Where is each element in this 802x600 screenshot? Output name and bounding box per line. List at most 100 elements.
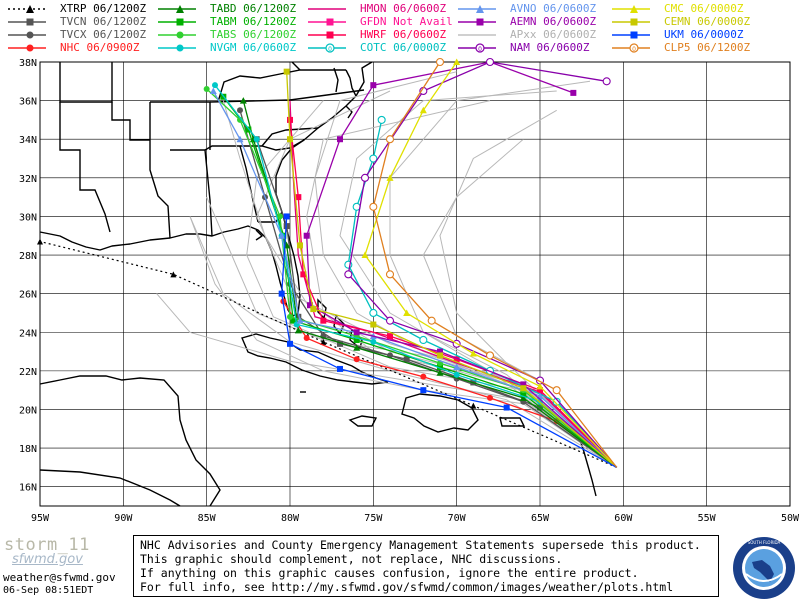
model-tracks	[37, 57, 618, 468]
legend-marker-icon	[158, 5, 196, 13]
legend-label: TVCN 06/1200Z	[60, 15, 147, 28]
legend-marker-icon	[308, 18, 346, 26]
ukm-marker	[278, 290, 285, 297]
cmc-marker	[403, 309, 411, 316]
legend-label: COTC 06/0000Z	[360, 41, 447, 54]
puerto-rico	[499, 417, 526, 427]
lon-label: 95W	[31, 513, 50, 524]
nam-marker	[344, 270, 353, 279]
ukm-marker	[503, 404, 510, 411]
aemn-marker	[437, 348, 443, 355]
legend-label: TVCX 06/1200Z	[60, 28, 147, 41]
cotc-marker	[369, 154, 378, 163]
ukm-marker	[420, 387, 427, 394]
legend-marker-icon	[158, 44, 196, 52]
lon-label: 70W	[448, 513, 467, 524]
tabs-marker	[237, 116, 243, 123]
avno-marker	[236, 135, 244, 143]
timestamp: 06-Sep 08:51EDT	[3, 585, 94, 596]
legend-label: CMC 06/0000Z	[664, 2, 744, 15]
hispaniola	[401, 393, 479, 433]
nam-marker	[602, 77, 611, 86]
cmc-marker	[361, 251, 369, 259]
tabm-marker	[245, 126, 252, 133]
jamaica	[348, 415, 378, 427]
svg-text:0: 0	[632, 46, 636, 53]
clp5-marker	[427, 316, 436, 325]
hwrf-marker	[537, 387, 543, 394]
aemn-marker	[337, 136, 343, 143]
chesapeake-bay	[333, 67, 339, 93]
cemn-marker	[283, 68, 290, 75]
avno-marker	[278, 232, 286, 239]
aemn-marker	[303, 232, 310, 239]
brand-link[interactable]: sfwmd.gov	[12, 552, 83, 567]
tabm-marker	[290, 317, 297, 324]
ukm-marker	[287, 340, 293, 347]
map-frame	[39, 61, 791, 507]
lat-label: 24N	[19, 328, 37, 339]
cmc-marker	[469, 349, 477, 357]
axis-labels: 38N 36N 34N 32N 30N 28N 26N 24N 22N 20N 18N 16N 95W 9…	[19, 58, 800, 524]
lat-label: 34N	[19, 135, 37, 146]
tabs-marker	[277, 213, 283, 220]
legend-label: HWRF 06/0600Z	[360, 28, 447, 41]
lon-label: 55W	[698, 513, 717, 524]
disclaimer-line-3: If anything on this graphic causes confu…	[140, 566, 639, 580]
ukm-marker	[337, 365, 343, 372]
legend-label: NAM 06/0600Z	[510, 41, 590, 54]
legend-marker-icon	[308, 31, 346, 39]
legend-label: TABD 06/1200Z	[210, 2, 297, 15]
svg-text:0: 0	[328, 46, 332, 53]
aemn-marker	[570, 89, 577, 96]
ukm-marker	[283, 213, 290, 220]
legend-marker-icon	[458, 34, 496, 36]
lon-label: 85W	[198, 513, 217, 524]
track-clp5	[372, 61, 618, 468]
cemn-marker	[287, 136, 293, 143]
track-aemn	[306, 61, 618, 468]
legend-label: TABS 06/1200Z	[210, 28, 297, 41]
cmc-marker	[386, 174, 394, 181]
disclaimer-line-1: NHC Advisories and County Emergency Mana…	[140, 538, 701, 552]
model-legend: XTRP 06/1200Z TVCN 06/1200Z TVCX 06/1200Z N…	[0, 0, 802, 56]
avno-marker	[209, 87, 217, 94]
legend-marker-icon	[458, 18, 496, 26]
disclaimer-line-4[interactable]: For full info, see http://my.sfwmd.gov/s…	[140, 580, 674, 594]
legend-marker-icon	[8, 5, 46, 13]
track-map: 38N 36N 34N 32N 30N 28N 26N 24N 22N 20N 18N 16N 95W 9…	[0, 56, 802, 532]
lat-label: 32N	[19, 174, 37, 185]
lon-label: 80W	[281, 513, 300, 524]
lat-label: 38N	[19, 58, 37, 69]
hwrf-marker	[387, 333, 393, 340]
nam-marker	[360, 173, 370, 182]
cotc-marker	[377, 115, 386, 124]
legend-label: TABM 06/1200Z	[210, 15, 297, 28]
tabd-marker	[353, 344, 361, 351]
cmc-marker	[536, 382, 544, 390]
nvgm-marker	[212, 82, 218, 89]
disclaimer-box: NHC Advisories and County Emergency Mana…	[133, 535, 719, 597]
tvcn-marker	[403, 356, 410, 363]
nam-marker	[385, 316, 395, 325]
clp5-marker	[369, 202, 378, 211]
legend-marker-icon	[612, 18, 650, 26]
avno-marker	[296, 317, 304, 324]
nvgm-marker	[253, 136, 260, 143]
xtrp-marker	[37, 238, 43, 245]
yucatan	[39, 375, 221, 507]
clp5-marker	[385, 135, 395, 144]
lat-label: 16N	[19, 483, 37, 494]
clp5-marker	[552, 386, 561, 395]
svg-text:0: 0	[478, 46, 482, 53]
cotc-marker	[369, 308, 378, 318]
legend-marker-icon	[308, 8, 346, 10]
legend-label: HMON 06/0600Z	[360, 2, 447, 15]
appalachian-bay	[255, 229, 263, 241]
contact-email[interactable]: weather@sfwmd.gov	[3, 571, 116, 584]
legend-label: GFDN Not Avail	[360, 15, 453, 28]
legend-label: CEMN 06/0000Z	[664, 15, 751, 28]
nvgm-marker	[370, 338, 377, 345]
legend-marker-icon: 0	[308, 43, 346, 53]
lat-label: 30N	[19, 212, 37, 223]
